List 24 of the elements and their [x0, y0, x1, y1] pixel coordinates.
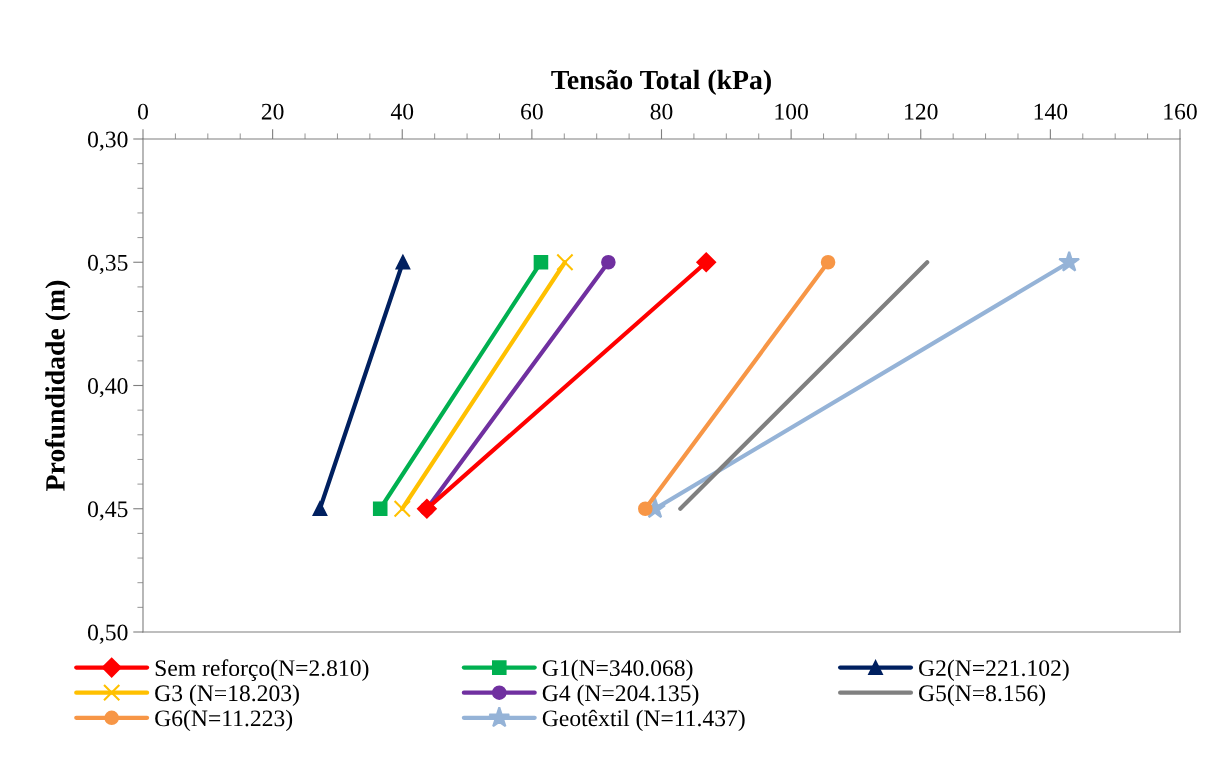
legend-label: G6(N=11.223) [155, 709, 293, 732]
y-tick-label: 0,40 [88, 377, 128, 398]
x-tick-label: 20 [261, 103, 284, 120]
y-axis-title: Profundidade (m) [44, 280, 71, 491]
y-tick-label: 0,50 [88, 624, 128, 644]
x-tick-label: 160 [1164, 103, 1197, 120]
legend-label: Geotêxtil (N=11.437) [542, 709, 745, 732]
x-tick-label: 120 [905, 103, 938, 120]
legend-label: G5(N=8.156) [919, 684, 1046, 706]
legend-label: G1(N=340.068) [542, 659, 693, 681]
x-tick-label: 0 [138, 103, 148, 120]
x-tick-label: 40 [390, 103, 414, 120]
legend-label: G2(N=221.102) [919, 659, 1069, 681]
x-tick-label: 60 [521, 103, 543, 120]
y-tick-label: 0,35 [88, 254, 128, 275]
y-tick-label: 0,45 [88, 501, 128, 521]
x-tick-label: 100 [775, 103, 808, 120]
legend-label: G4 (N=204.135) [542, 684, 699, 706]
x-tick-label: 140 [1034, 103, 1068, 120]
x-tick-label: 80 [650, 103, 673, 120]
legend-label: Sem reforço(N=2.810) [155, 659, 369, 681]
legend-label: G3 (N=18.203) [155, 684, 299, 706]
x-axis-title: Tensão Total (kPa) [551, 69, 771, 96]
y-tick-label: 0,30 [88, 131, 128, 151]
